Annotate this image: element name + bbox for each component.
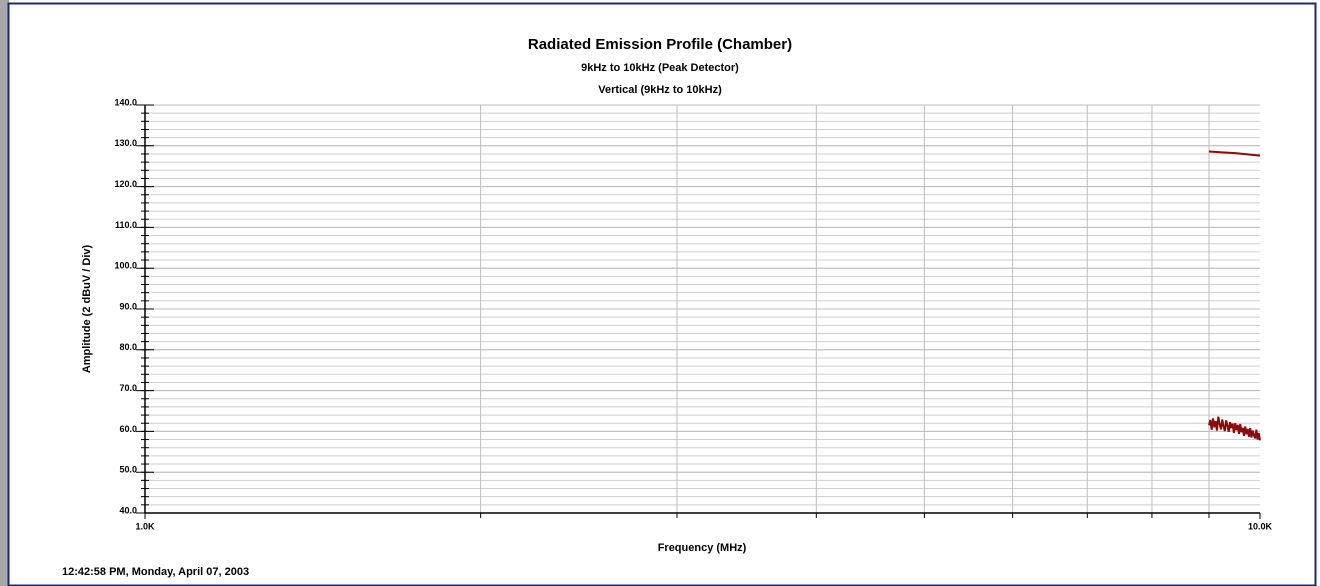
series-line — [1208, 416, 1261, 441]
y-tick-label: 130.0 — [114, 138, 137, 148]
chart-subtitle: 9kHz to 10kHz (Peak Detector) — [581, 62, 739, 74]
y-tick-label: 140.0 — [114, 97, 137, 107]
series-line — [1208, 150, 1261, 157]
x-tick-label: 1.0K — [135, 521, 155, 531]
chart-title: Radiated Emission Profile (Chamber) — [528, 36, 792, 53]
y-tick-label: 110.0 — [115, 220, 137, 230]
left-strip — [0, 0, 9, 586]
y-tick-label: 120.0 — [114, 179, 137, 189]
y-tick-label: 60.0 — [119, 424, 137, 434]
y-tick-label: 50.0 — [119, 465, 137, 475]
y-tick-label: 70.0 — [119, 383, 137, 393]
y-tick-label: 80.0 — [119, 342, 137, 352]
chart-subtitle: Vertical (9kHz to 10kHz) — [598, 84, 722, 96]
y-tick-label: 40.0 — [119, 505, 137, 515]
timestamp: 12:42:58 PM, Monday, April 07, 2003 — [62, 566, 249, 578]
y-axis-label: Amplitude (2 dBuV / Div) — [81, 244, 93, 373]
y-tick-label: 90.0 — [119, 301, 137, 311]
x-axis-label: Frequency (MHz) — [658, 542, 747, 554]
y-tick-label: 100.0 — [114, 261, 137, 271]
x-tick-label: 10.0K — [1248, 521, 1273, 531]
